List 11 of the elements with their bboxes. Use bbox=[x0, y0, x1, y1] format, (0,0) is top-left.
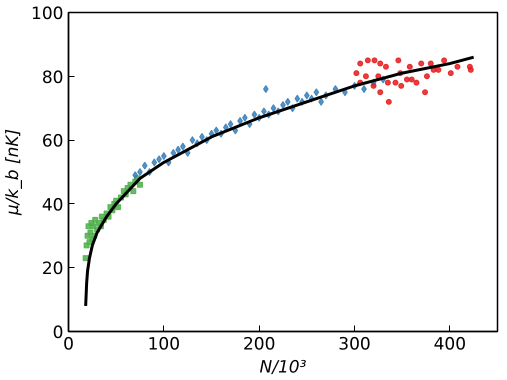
y-tick-label: 60 bbox=[42, 132, 64, 152]
y-axis-title: μ/k_b [nK] bbox=[3, 128, 24, 216]
y-tick-label: 100 bbox=[31, 4, 64, 24]
x-tick-label: 300 bbox=[338, 334, 371, 354]
x-tick-label: 400 bbox=[434, 334, 466, 354]
y-tick-label: 80 bbox=[42, 68, 64, 88]
y-tick-label: 40 bbox=[42, 195, 64, 216]
y-tick-label: 20 bbox=[42, 259, 64, 280]
x-tick-label: 100 bbox=[148, 334, 180, 354]
x-tick-label: 200 bbox=[242, 334, 276, 354]
x-axis-title: N/10³ bbox=[260, 358, 307, 378]
